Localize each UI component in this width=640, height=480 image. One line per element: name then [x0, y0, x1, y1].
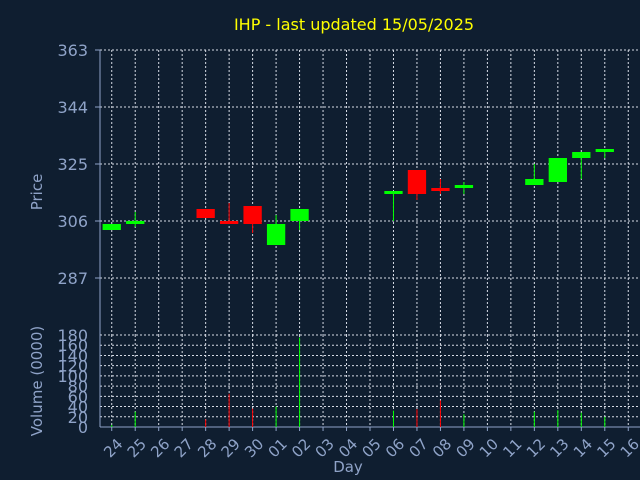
- candle-body: [384, 191, 403, 194]
- candle-body: [572, 152, 591, 158]
- x-tick-label: 02: [288, 435, 314, 461]
- candle-body: [266, 224, 286, 245]
- volume-tick-label: 60: [68, 387, 88, 406]
- price-tick-label: 344: [57, 98, 88, 117]
- price-axis-label: Price: [28, 174, 46, 211]
- volume-tick-label: 160: [57, 336, 88, 355]
- volume-tick-label: 80: [68, 377, 88, 396]
- volume-tick-label: 40: [68, 398, 88, 417]
- volume-bars: [111, 337, 606, 427]
- volume-axis-label: Volume (0000): [28, 326, 46, 436]
- candle-body: [290, 209, 309, 221]
- x-tick-label: 30: [241, 435, 267, 461]
- candle-body: [548, 158, 567, 182]
- x-tick-label: 29: [218, 435, 244, 461]
- x-tick-label: 06: [382, 435, 408, 461]
- x-tick-label: 07: [405, 435, 431, 461]
- price-tick-label: 325: [57, 155, 88, 174]
- x-tick-label: 01: [265, 435, 291, 461]
- x-tick-label: 24: [100, 435, 126, 461]
- x-tick-label: 26: [147, 435, 173, 461]
- candle-body: [219, 221, 239, 224]
- volume-tick-label: 120: [57, 357, 88, 376]
- x-tick-label: 25: [124, 435, 150, 461]
- x-tick-label: 09: [452, 435, 478, 461]
- x-tick-label: 14: [570, 435, 596, 461]
- candle-body: [196, 209, 215, 218]
- x-tick-label: 10: [476, 435, 502, 461]
- volume-tick-label: 140: [57, 346, 88, 365]
- price-candles: [102, 149, 614, 245]
- volume-tick-label: 100: [57, 367, 88, 386]
- x-tick-label: 11: [499, 435, 525, 461]
- x-tick-labels: 2425262728293001020304050607080910111213…: [100, 427, 640, 461]
- price-tick-label: 363: [57, 41, 88, 60]
- x-tick-label: 15: [593, 435, 619, 461]
- volume-tick-label: 0: [78, 418, 88, 437]
- candle-body: [126, 221, 145, 224]
- chart-title: IHP - last updated 15/05/2025: [234, 15, 474, 34]
- x-tick-label: 13: [546, 435, 572, 461]
- x-tick-label: 27: [171, 435, 197, 461]
- candle-body: [431, 188, 450, 191]
- x-tick-label: 28: [194, 435, 220, 461]
- x-tick-label: 16: [617, 435, 640, 461]
- x-axis-label: Day: [333, 458, 363, 476]
- volume-tick-label: 20: [68, 408, 88, 427]
- candle-body: [243, 206, 262, 224]
- candle-body: [454, 185, 474, 188]
- candle-body: [407, 170, 427, 194]
- x-tick-label: 08: [429, 435, 455, 461]
- price-tick-label: 287: [57, 269, 88, 288]
- x-tick-label: 12: [523, 435, 549, 461]
- candle-body: [102, 224, 121, 230]
- candle-body: [525, 179, 544, 185]
- volume-tick-label: 180: [57, 326, 88, 345]
- candle-body: [595, 149, 614, 152]
- price-tick-label: 306: [57, 212, 88, 231]
- price-grid: 287 306 325 344 363: [57, 41, 640, 335]
